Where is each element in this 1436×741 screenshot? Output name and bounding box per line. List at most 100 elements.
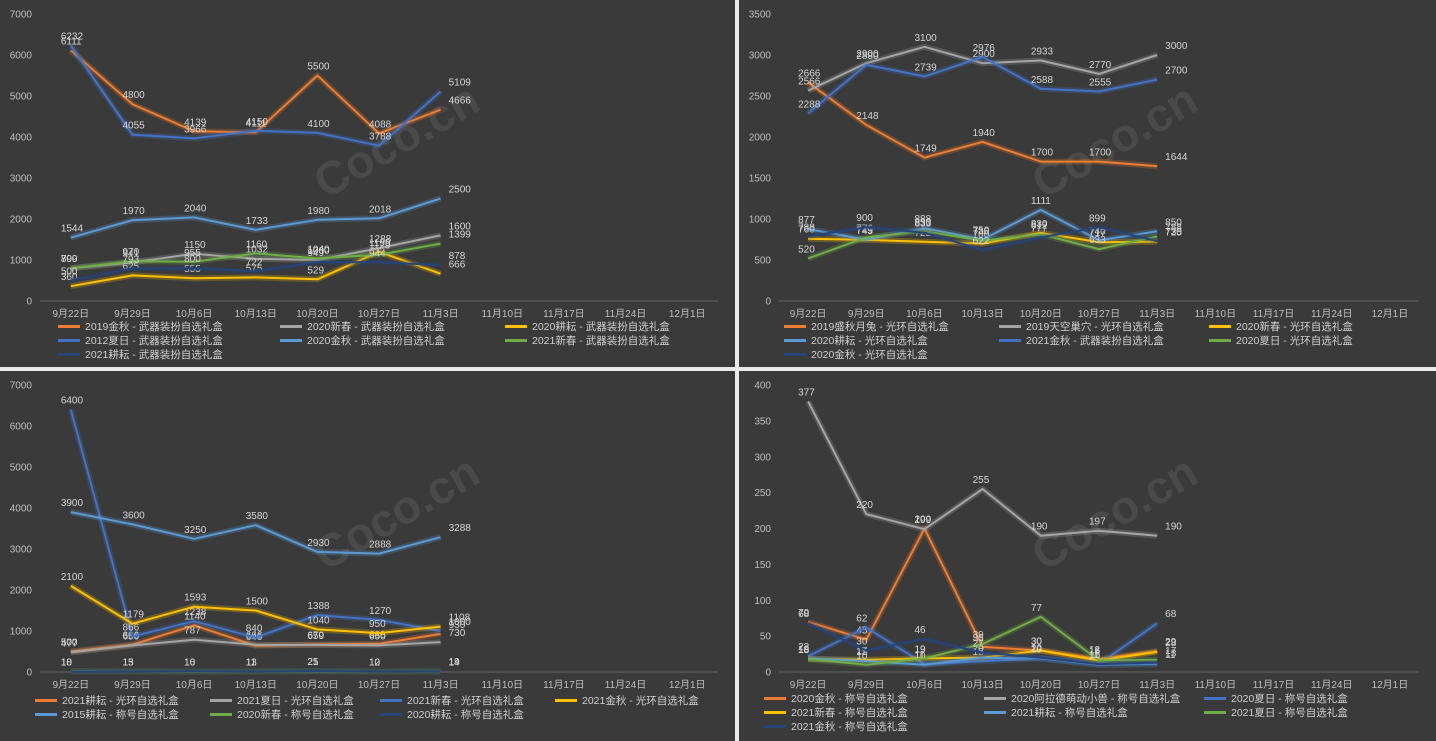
data-label: 4139: [184, 117, 207, 128]
legend-item: 2020夏日 - 光环自选礼盒: [1209, 334, 1353, 347]
data-label: 2566: [798, 77, 821, 88]
data-label: 19: [1031, 644, 1043, 655]
data-label: 13: [1165, 649, 1177, 660]
data-label: 70: [798, 608, 810, 619]
x-tick-label: 11月10日: [482, 679, 524, 691]
data-label: 730: [449, 628, 466, 639]
data-label: 1040: [307, 244, 330, 255]
data-label: 2288: [798, 99, 821, 110]
data-label: 4666: [449, 96, 472, 107]
data-label: 812: [1031, 220, 1048, 231]
x-tick-label: 11月24日: [1311, 679, 1353, 691]
data-label: 2100: [61, 572, 84, 583]
data-label: 2018: [369, 204, 392, 215]
series-line: [808, 615, 1158, 666]
data-label: 529: [307, 265, 324, 276]
series-line: [70, 585, 441, 635]
legend-label: 2020金秋 - 武器装扮自选礼盒: [307, 334, 445, 347]
data-label: 77: [1031, 603, 1043, 614]
x-tick-label: 11月17日: [1253, 308, 1295, 320]
data-label: 750: [973, 226, 990, 237]
y-tick-label: 7000: [10, 381, 33, 392]
data-label: 3600: [122, 510, 145, 521]
data-label: 1970: [122, 206, 145, 217]
y-tick-label: 4000: [10, 504, 33, 515]
legend-label: 2020新春 - 武器装扮自选礼盒: [307, 320, 445, 333]
legend-item: 2020耕耘 - 武器装扮自选礼盒: [505, 320, 670, 333]
series-line: [807, 45, 1158, 92]
data-label: 1199: [369, 238, 391, 249]
data-label: 20: [973, 644, 985, 655]
data-label: 1270: [369, 606, 392, 617]
y-tick-label: 200: [754, 524, 771, 535]
x-tick-label: 11月17日: [1253, 679, 1295, 691]
data-label: 17: [1165, 646, 1177, 657]
data-label: 800: [184, 254, 201, 265]
data-label: 68: [798, 609, 810, 620]
data-label: 955: [184, 248, 201, 259]
legend-label: 2020新春 - 光环自选礼盒: [1236, 320, 1353, 333]
data-label: 666: [449, 260, 466, 271]
data-label: 377: [798, 388, 815, 399]
legend-item: 2021新春 - 光环自选礼盒: [380, 694, 524, 707]
data-label: 1032: [246, 245, 269, 256]
data-label: 1644: [1165, 152, 1188, 163]
data-label: 740: [1089, 226, 1106, 237]
data-label: 25: [307, 657, 319, 668]
y-tick-label: 2000: [749, 133, 772, 144]
legend-label: 2021金秋 - 光环自选礼盒: [582, 694, 699, 707]
legend-item: 2020夏日 - 称号自选礼盒: [1204, 692, 1348, 705]
data-label: 730: [1165, 227, 1182, 238]
data-label: 1749: [914, 144, 937, 155]
data-label: 18: [61, 657, 73, 668]
legend-item: 2021金秋 - 光环自选礼盒: [555, 694, 699, 707]
x-tick-label: 10月6日: [906, 308, 943, 320]
y-tick-label: 5000: [10, 92, 33, 103]
data-label: 1150: [184, 240, 206, 251]
data-label: 850: [914, 217, 931, 228]
legend-label: 2019天空巢穴 - 光环自选礼盒: [1026, 320, 1164, 333]
data-label: 2888: [369, 540, 392, 551]
x-tick-label: 10月13日: [962, 308, 1004, 320]
legend-label: 2020夏日 - 称号自选礼盒: [1231, 692, 1348, 705]
data-label: 2588: [1031, 75, 1054, 86]
x-tick-label: 10月6日: [906, 679, 943, 691]
legend-item: 2020新春 - 武器装扮自选礼盒: [280, 320, 445, 333]
data-label: 3000: [1165, 41, 1188, 52]
x-tick-label: 9月22日: [790, 679, 827, 691]
data-label: 700: [973, 230, 990, 241]
data-label: 941: [122, 248, 139, 259]
y-tick-label: 3000: [749, 51, 772, 62]
x-tick-label: 10月27日: [1078, 679, 1120, 691]
y-tick-label: 0: [26, 668, 32, 679]
data-label: 3966: [184, 124, 207, 135]
legend-label: 2020夏日 - 光环自选礼盒: [1236, 334, 1353, 347]
series-line: [70, 670, 441, 673]
data-label: 1160: [246, 239, 268, 250]
series-line: [807, 230, 1158, 260]
x-tick-label: 10月13日: [235, 679, 277, 691]
data-label: 2700: [1165, 66, 1188, 77]
data-label: 1399: [449, 230, 472, 241]
data-label: 10: [184, 658, 196, 669]
data-label: 793: [122, 254, 139, 265]
data-label: 19: [798, 644, 810, 655]
data-label: 11: [246, 658, 257, 669]
series-line: [69, 409, 441, 639]
legend-label: 2019金秋 - 武器装扮自选礼盒: [85, 320, 223, 333]
legend-label: 2020耕耘 - 称号自选礼盒: [407, 708, 524, 721]
legend-item: 2020耕耘 - 称号自选礼盒: [380, 708, 524, 721]
x-tick-label: 9月22日: [790, 308, 827, 320]
data-label: 4111: [246, 118, 267, 129]
x-tick-label: 10月13日: [962, 679, 1004, 691]
data-label: 27: [973, 639, 985, 650]
y-tick-label: 400: [754, 381, 771, 392]
data-label: 1700: [1089, 148, 1112, 159]
y-tick-label: 3000: [10, 174, 33, 185]
legend-item: 2021金秋 - 称号自选礼盒: [764, 720, 908, 733]
legend-item: 2020新春 - 光环自选礼盒: [1209, 320, 1353, 333]
chart-panel-aura-title-boxes: Coco.cn 0 1000 2000 3000 4000 5000 6000 7000 9月22…: [0, 371, 735, 741]
x-tick-label: 12月1日: [1372, 679, 1409, 691]
data-label: 1500: [246, 597, 269, 608]
legend-item: 2021新春 - 武器装扮自选礼盒: [505, 334, 670, 347]
